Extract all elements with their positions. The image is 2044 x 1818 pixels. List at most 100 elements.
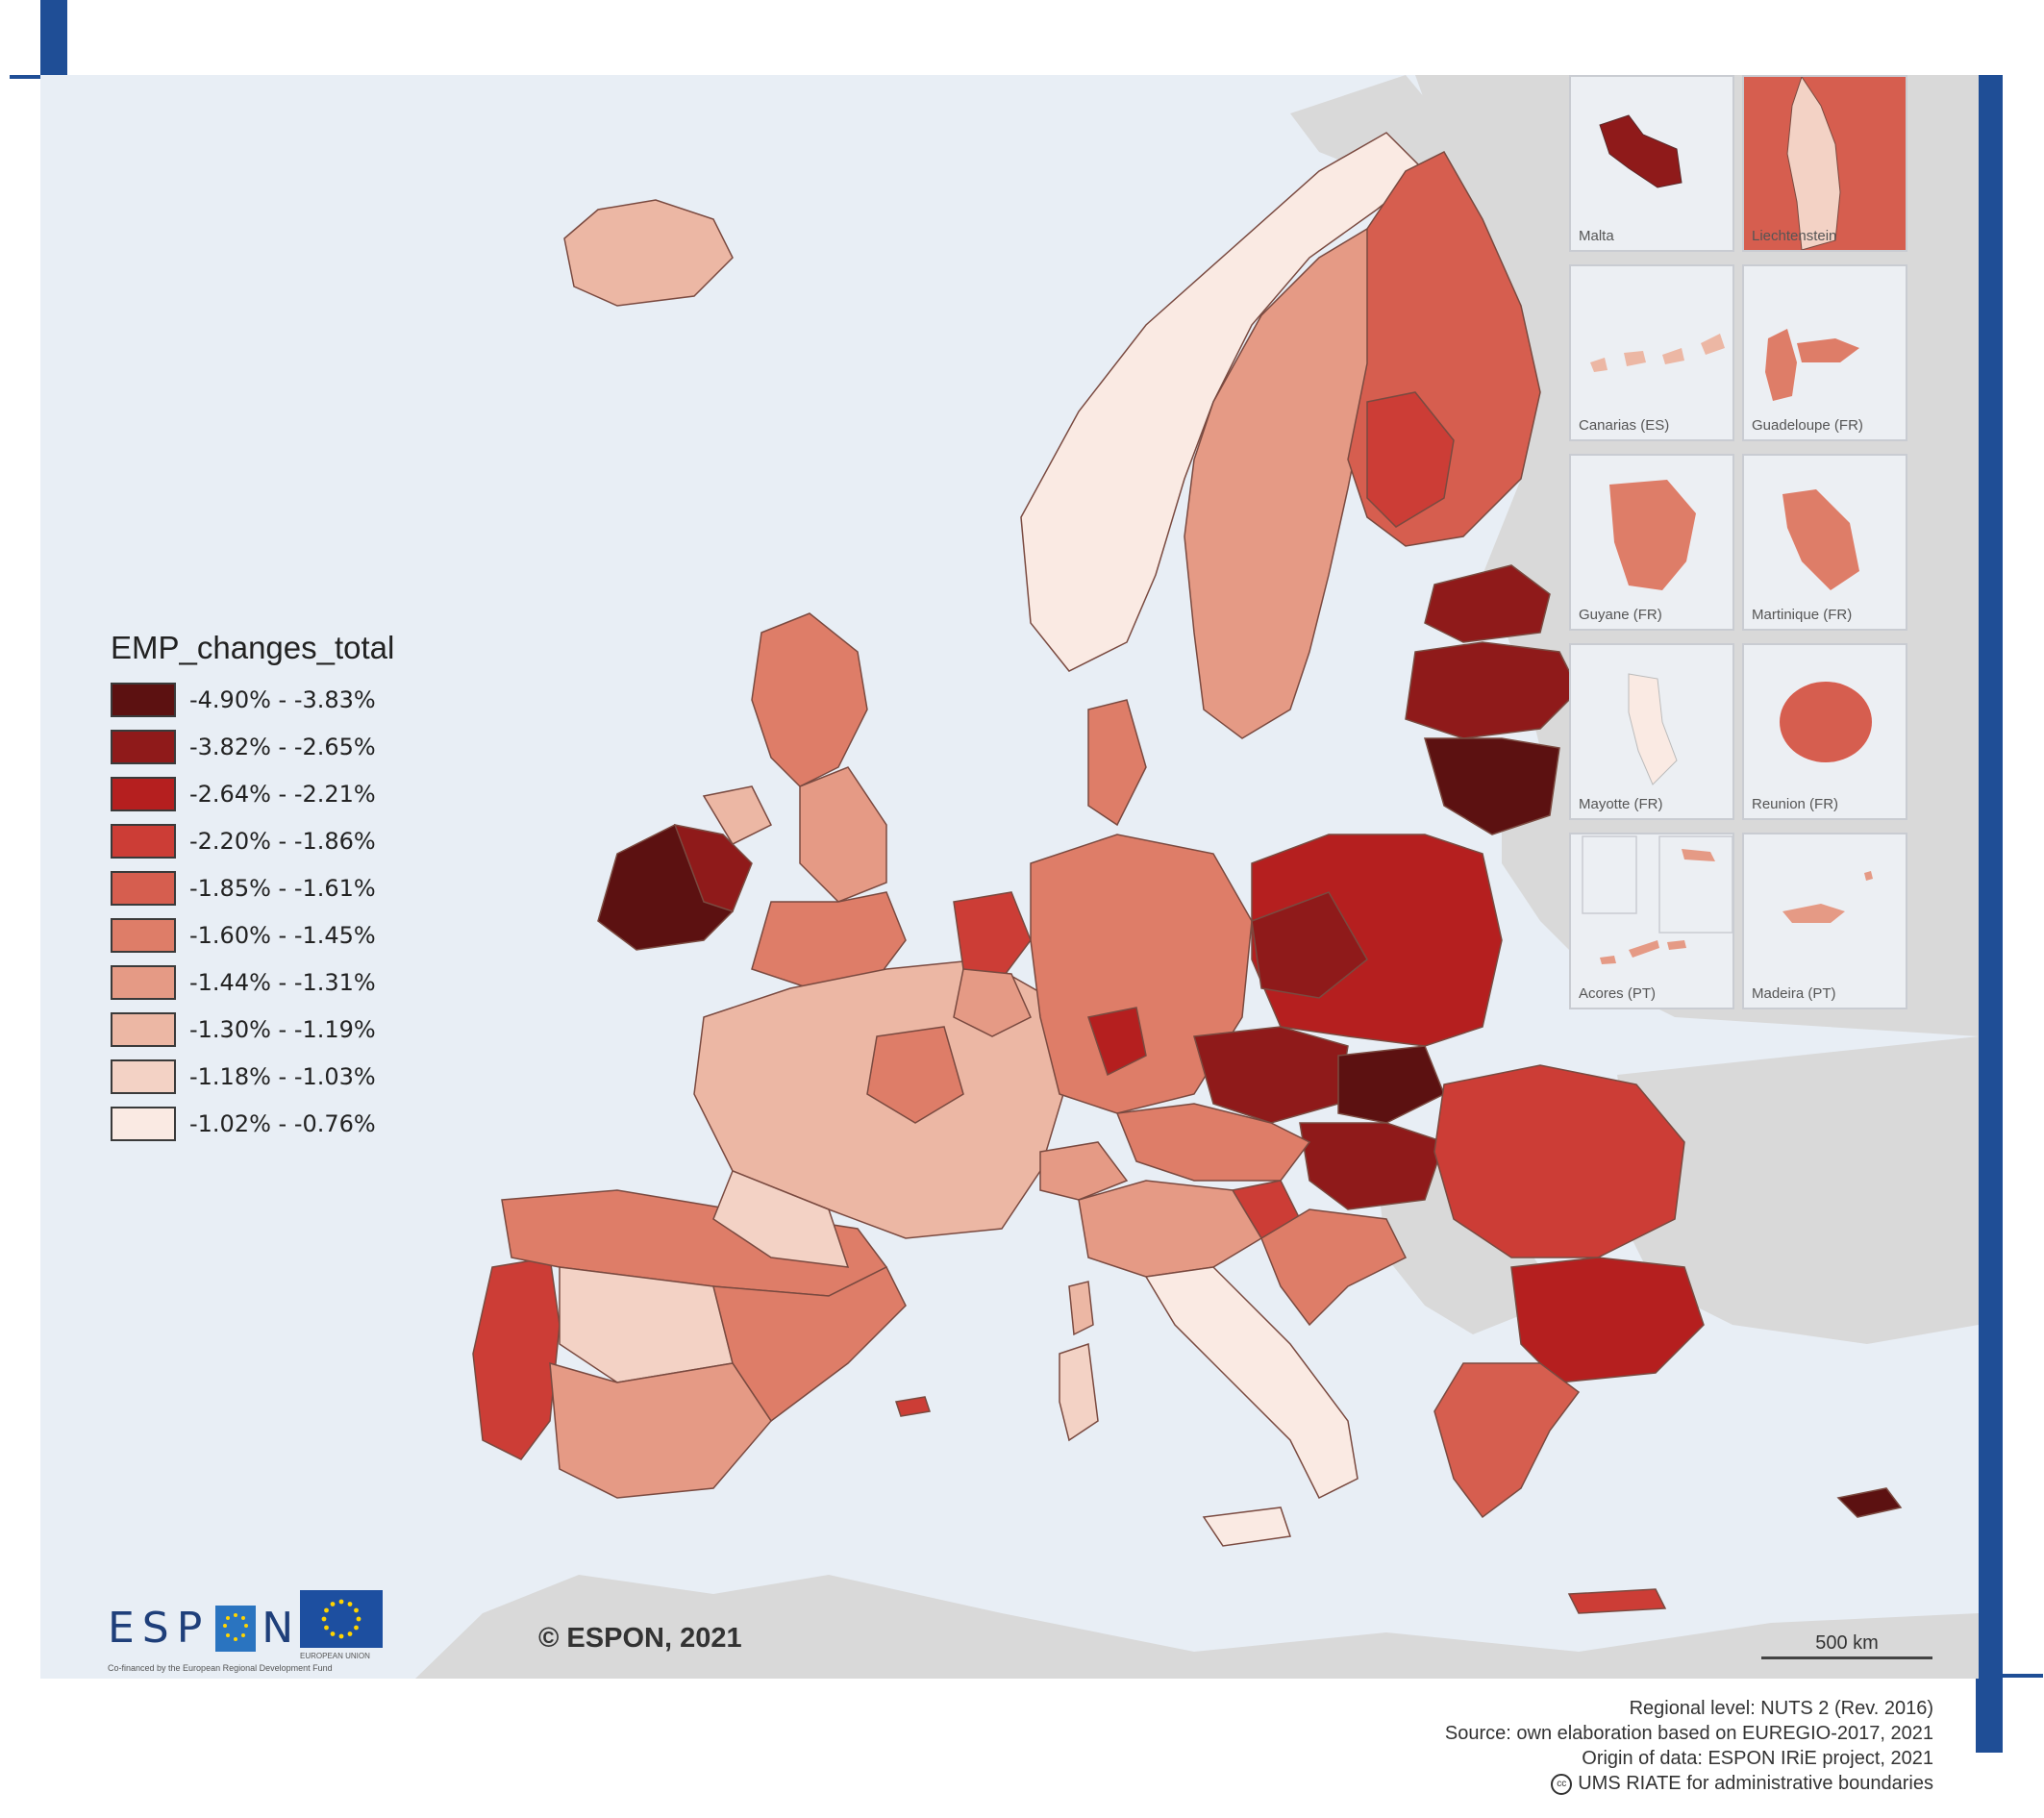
- region-romania: [1433, 1064, 1685, 1258]
- legend-swatch: [111, 870, 176, 906]
- region-scotland: [751, 612, 868, 787]
- region-portugal: [472, 1257, 561, 1460]
- region-greece: [1433, 1362, 1581, 1519]
- region-northern-ireland: [702, 785, 773, 845]
- credit-boundaries: UMS RIATE for administrative boundaries: [1578, 1773, 1933, 1794]
- legend-swatch: [111, 1058, 176, 1094]
- inset-reunion[interactable]: Reunion (FR): [1742, 643, 1907, 820]
- region-belgium: [953, 968, 1032, 1037]
- inset-label: Reunion (FR): [1752, 796, 1839, 812]
- legend-label: -2.20% - -1.86%: [189, 827, 376, 855]
- legend-swatch: [111, 776, 176, 811]
- region-sardinia: [1059, 1342, 1099, 1442]
- madeira-shape: [1782, 871, 1873, 923]
- legend-label: -3.82% - -2.65%: [189, 733, 376, 760]
- reunion-shape: [1780, 682, 1872, 762]
- funding-caption: Co-financed by the European Regional Dev…: [108, 1663, 333, 1673]
- inset-label: Guyane (FR): [1579, 607, 1662, 623]
- eu-flag-icon: [300, 1590, 383, 1648]
- legend-swatch: [111, 917, 176, 953]
- region-france-west: [712, 1170, 850, 1268]
- inset-label: Liechtenstein: [1752, 228, 1837, 244]
- espon-logo-text-end: N: [262, 1604, 302, 1653]
- region-ireland-south: [673, 823, 753, 912]
- inset-label: Guadeloupe (FR): [1752, 417, 1863, 434]
- region-england-south: [751, 891, 907, 989]
- region-norway: [1020, 132, 1427, 672]
- region-denmark: [1087, 699, 1147, 827]
- mayotte-shape: [1628, 673, 1678, 785]
- inset-canarias[interactable]: Canarias (ES): [1569, 264, 1734, 441]
- legend-swatch: [111, 682, 176, 717]
- espon-logo-text-start: ESP: [108, 1604, 211, 1653]
- scale-bar: 500 km: [1761, 1632, 1932, 1659]
- inset-madeira[interactable]: Madeira (PT): [1742, 833, 1907, 1009]
- region-netherlands: [953, 891, 1032, 980]
- legend-label: -1.18% - -1.03%: [189, 1062, 376, 1090]
- turkey-land: [1617, 1036, 1979, 1344]
- region-estonia: [1424, 564, 1551, 643]
- credit-source: Source: own elaboration based on EUREGIO…: [1444, 1723, 1933, 1744]
- inset-malta[interactable]: Malta: [1569, 75, 1734, 252]
- scale-label: 500 km: [1815, 1632, 1879, 1654]
- map-legend: EMP_changes_total -4.90% - -3.83% -3.82% …: [111, 630, 394, 1147]
- region-croatia: [1260, 1208, 1408, 1327]
- legend-label: -1.60% - -1.45%: [189, 921, 376, 949]
- legend-item: -2.64% - -2.21%: [111, 770, 394, 817]
- region-crete: [1567, 1588, 1667, 1614]
- legend-label: -1.85% - -1.61%: [189, 874, 376, 902]
- legend-item: -1.60% - -1.45%: [111, 911, 394, 959]
- espon-logo: ESP N: [108, 1604, 301, 1653]
- inset-acores[interactable]: Acores (PT): [1569, 833, 1734, 1009]
- legend-label: -2.64% - -2.21%: [189, 780, 376, 808]
- north-africa-land: [415, 1575, 1979, 1679]
- region-austria: [1115, 1103, 1311, 1182]
- region-bulgaria: [1510, 1257, 1705, 1383]
- legend-title: EMP_changes_total: [111, 630, 395, 665]
- region-iceland: [563, 199, 734, 307]
- region-germany-central: [1087, 1007, 1147, 1077]
- legend-swatch: [111, 823, 176, 859]
- inset-label: Mayotte (FR): [1579, 796, 1663, 812]
- region-spain-south: [549, 1361, 772, 1499]
- region-sicily: [1202, 1507, 1291, 1547]
- map-area[interactable]: Malta Liechtenstein Canarias (ES) Guadel…: [40, 75, 1979, 1679]
- credit-origin: Origin of data: ESPON IRiE project, 2021: [1582, 1748, 1933, 1769]
- legend-item: -1.02% - -0.76%: [111, 1100, 394, 1147]
- inset-label: Madeira (PT): [1752, 985, 1836, 1002]
- region-cyprus: [1836, 1487, 1903, 1518]
- inset-guyane[interactable]: Guyane (FR): [1569, 454, 1734, 631]
- region-france-centre: [866, 1026, 964, 1124]
- legend-item: -1.18% - -1.03%: [111, 1053, 394, 1100]
- legend-swatch: [111, 1011, 176, 1047]
- inset-martinique[interactable]: Martinique (FR): [1742, 454, 1907, 631]
- region-hungary: [1299, 1122, 1445, 1210]
- espon-stars-icon: [223, 1612, 249, 1641]
- malta-shape: [1599, 114, 1683, 188]
- region-corsica: [1068, 1281, 1094, 1336]
- liechtenstein-shape: [1786, 77, 1841, 250]
- legend-item: -2.20% - -1.86%: [111, 817, 394, 864]
- legend-item: -1.44% - -1.31%: [111, 959, 394, 1006]
- legend-label: -4.90% - -3.83%: [189, 685, 376, 713]
- legend-swatch: [111, 964, 176, 1000]
- region-slovakia: [1337, 1045, 1445, 1124]
- region-england-north: [799, 766, 887, 903]
- map-copyright: © ESPON, 2021: [538, 1623, 742, 1654]
- acores-shape: [1582, 835, 1732, 964]
- inset-guadeloupe[interactable]: Guadeloupe (FR): [1742, 264, 1907, 441]
- region-finland-west: [1366, 391, 1455, 528]
- region-czechia: [1193, 1026, 1349, 1124]
- map-credits: Regional level: NUTS 2 (Rev. 2016) Sourc…: [1445, 1696, 1933, 1796]
- frame-bar-right-vertical: [1976, 75, 2003, 1753]
- legend-swatch: [111, 729, 176, 764]
- inset-mayotte[interactable]: Mayotte (FR): [1569, 643, 1734, 820]
- inset-liechtenstein[interactable]: Liechtenstein: [1742, 75, 1907, 252]
- legend-label: -1.30% - -1.19%: [189, 1015, 376, 1043]
- legend-item: -1.85% - -1.61%: [111, 864, 394, 911]
- region-switzerland: [1039, 1141, 1129, 1201]
- region-sweden: [1184, 227, 1387, 739]
- credit-regional-level: Regional level: NUTS 2 (Rev. 2016): [1629, 1698, 1933, 1719]
- martinique-shape: [1782, 489, 1859, 590]
- guadeloupe-shape: [1765, 329, 1859, 401]
